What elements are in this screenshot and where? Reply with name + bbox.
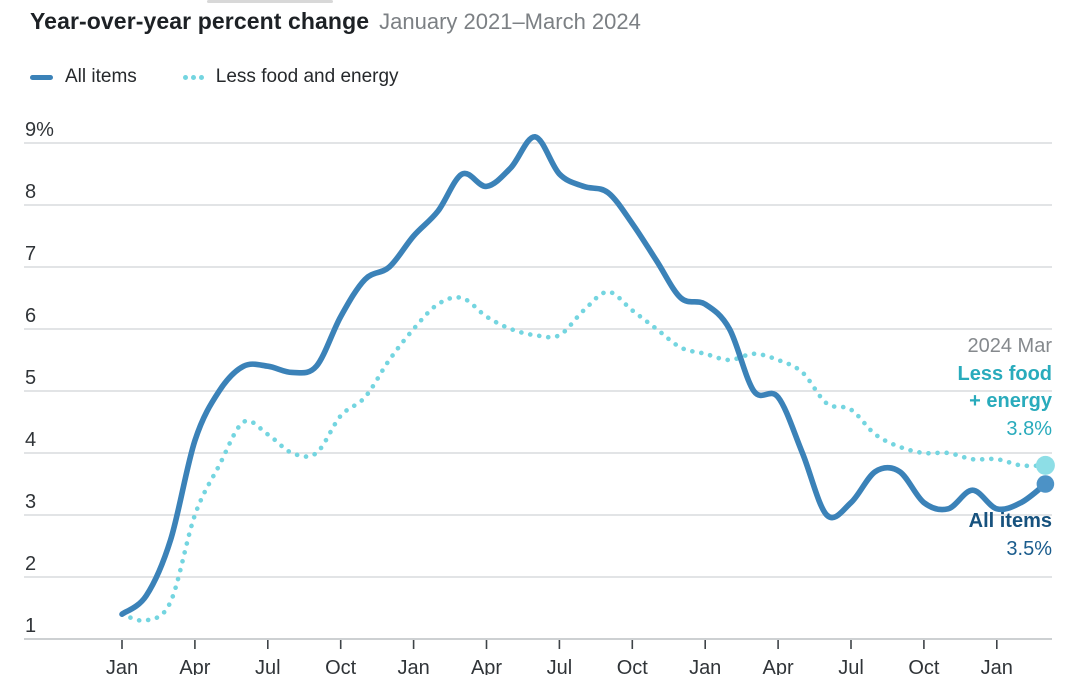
x-tick-label: Jul xyxy=(547,657,573,675)
chart-subtitle: January 2021–March 2024 xyxy=(379,9,641,34)
x-tick-label: Jul xyxy=(255,657,281,675)
annotation-all-items-label: All items xyxy=(968,510,1052,532)
x-tick-label: Jan xyxy=(689,657,721,675)
x-tick-label: Apr xyxy=(763,657,794,675)
y-tick-label: 3 xyxy=(25,491,36,513)
x-tick-label: Jan xyxy=(981,657,1013,675)
y-tick-label: 9% xyxy=(25,119,54,141)
x-tick-label: Jan xyxy=(106,657,138,675)
end-dot-all-items xyxy=(1036,475,1055,493)
series-line-all-items xyxy=(119,134,1049,617)
solid-line-swatch-icon xyxy=(30,74,53,80)
end-annotation-all-items: All items 3.5% xyxy=(969,508,1052,563)
end-annotation-core: 2024 Mar Less food + energy 3.8% xyxy=(958,333,1052,443)
x-tick-label: Jul xyxy=(838,657,864,675)
annotation-all-items-value: 3.5% xyxy=(1006,537,1052,560)
annotation-core-value: 3.8% xyxy=(1006,417,1052,440)
y-tick-label: 5 xyxy=(25,367,36,389)
y-tick-label: 8 xyxy=(25,181,36,203)
x-tick-label: Oct xyxy=(325,657,357,675)
y-tick-label: 7 xyxy=(25,243,36,265)
legend-item-less-food-energy: Less food and energy xyxy=(182,66,399,88)
annotation-core-label-line1: Less food xyxy=(957,362,1052,385)
legend-label-all-items: All items xyxy=(65,66,137,87)
x-tick-label: Jan xyxy=(397,657,429,675)
y-tick-label: 6 xyxy=(25,305,36,327)
series-line-less-food-energy xyxy=(119,289,1048,624)
end-dot-less-food-energy xyxy=(1035,455,1055,475)
x-tick-label: Oct xyxy=(617,657,649,675)
x-tick-label: Apr xyxy=(471,657,502,675)
annotation-date: 2024 Mar xyxy=(967,335,1053,357)
annotation-core-label-line2: + energy xyxy=(969,390,1052,412)
chart-title: Year-over-year percent change xyxy=(30,8,370,34)
dotted-line-swatch-icon xyxy=(182,74,204,80)
chart-header: Year-over-year percent change January 20… xyxy=(30,8,641,35)
cropped-text-artifact xyxy=(207,0,333,3)
legend-item-all-items: All items xyxy=(30,66,137,88)
legend: All items Less food and energy xyxy=(30,66,399,88)
x-tick-label: Oct xyxy=(908,657,940,675)
y-tick-label: 4 xyxy=(25,429,36,451)
y-tick-label: 2 xyxy=(25,553,36,575)
y-tick-label: 1 xyxy=(25,615,36,637)
legend-label-less-food-energy: Less food and energy xyxy=(215,66,399,87)
x-tick-label: Apr xyxy=(179,657,210,675)
